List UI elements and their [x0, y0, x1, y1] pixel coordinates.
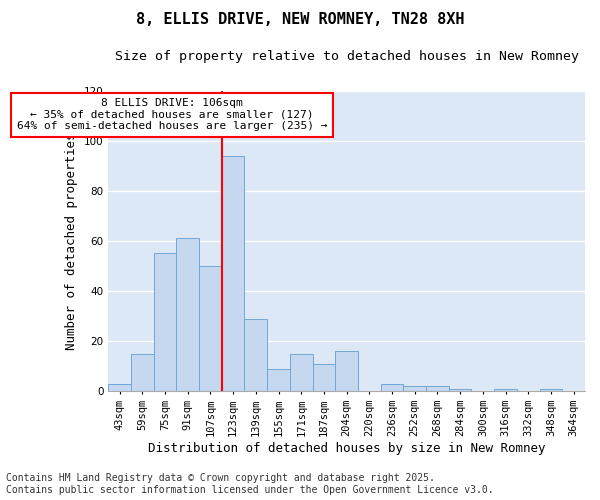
Y-axis label: Number of detached properties: Number of detached properties: [65, 132, 78, 350]
Bar: [244, 318, 267, 392]
Title: Size of property relative to detached houses in New Romney: Size of property relative to detached ho…: [115, 50, 578, 63]
Bar: [380, 384, 403, 392]
Bar: [313, 364, 335, 392]
Bar: [539, 389, 562, 392]
Text: 8, ELLIS DRIVE, NEW ROMNEY, TN28 8XH: 8, ELLIS DRIVE, NEW ROMNEY, TN28 8XH: [136, 12, 464, 28]
Bar: [290, 354, 313, 392]
Bar: [449, 389, 472, 392]
Bar: [426, 386, 449, 392]
Bar: [335, 351, 358, 392]
Bar: [494, 389, 517, 392]
Bar: [267, 368, 290, 392]
Bar: [222, 156, 244, 392]
Bar: [199, 266, 222, 392]
Bar: [108, 384, 131, 392]
Bar: [131, 354, 154, 392]
Text: Contains HM Land Registry data © Crown copyright and database right 2025.
Contai: Contains HM Land Registry data © Crown c…: [6, 474, 494, 495]
Bar: [403, 386, 426, 392]
X-axis label: Distribution of detached houses by size in New Romney: Distribution of detached houses by size …: [148, 442, 545, 455]
Text: 8 ELLIS DRIVE: 106sqm
← 35% of detached houses are smaller (127)
64% of semi-det: 8 ELLIS DRIVE: 106sqm ← 35% of detached …: [17, 98, 327, 132]
Bar: [176, 238, 199, 392]
Bar: [154, 254, 176, 392]
